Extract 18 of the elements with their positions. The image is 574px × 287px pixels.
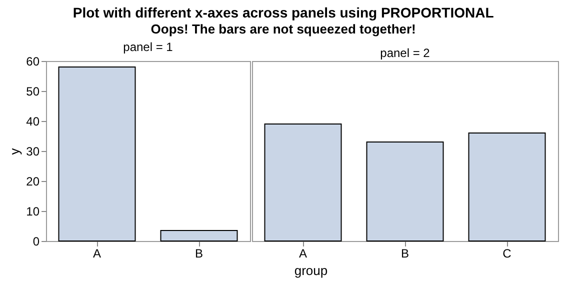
text: Oops! The bars are not squeezed together! <box>150 22 416 36</box>
x-tick-label: B <box>194 246 204 260</box>
x-tick-label: A <box>298 246 308 260</box>
x-tick-label: C <box>502 246 512 260</box>
y-tick-label: 30 <box>26 144 40 158</box>
text: panel = 1 <box>123 40 174 54</box>
x-axis-title: group <box>293 263 329 278</box>
y-tick-label: 20 <box>26 174 40 188</box>
text: panel = 2 <box>380 46 430 60</box>
y-tick-label: 40 <box>26 114 40 128</box>
y-axis-title: y <box>7 148 22 155</box>
text: Plot with different x-axes across panels using PROPORTIONAL <box>72 4 494 20</box>
x-tick-label: A <box>92 246 102 260</box>
y-tick-label: 60 <box>26 54 40 68</box>
y-tick-label: 50 <box>26 84 40 98</box>
y-tick-label: 10 <box>26 204 40 218</box>
y-tick-label: 0 <box>32 234 40 248</box>
x-tick-label: B <box>400 246 410 260</box>
